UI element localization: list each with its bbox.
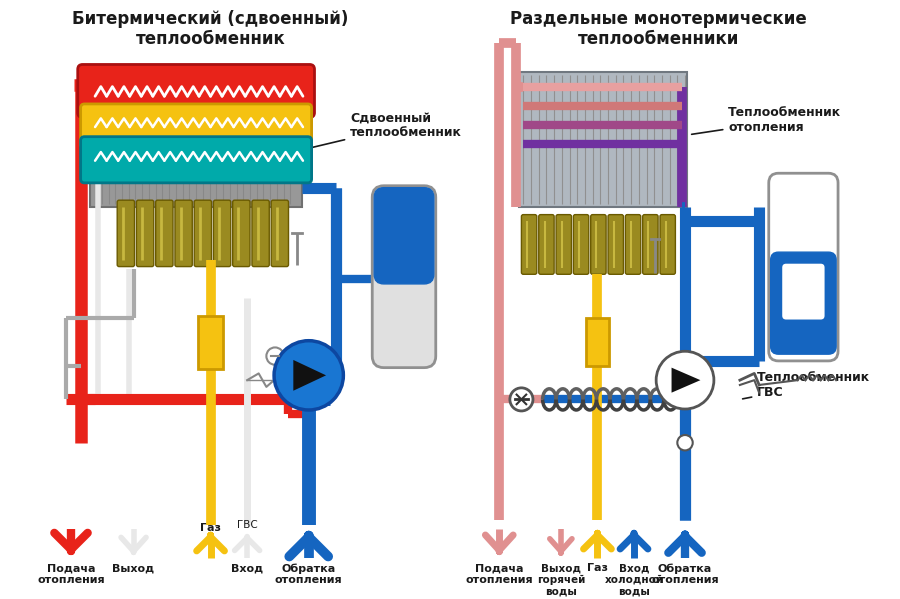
FancyBboxPatch shape xyxy=(271,200,289,267)
Text: Битермический (сдвоенный)
теплообменник: Битермический (сдвоенный) теплообменник xyxy=(72,10,348,49)
Text: Вход: Вход xyxy=(231,563,263,573)
FancyBboxPatch shape xyxy=(233,200,250,267)
FancyBboxPatch shape xyxy=(770,252,836,354)
Text: Выход
горячей
воды: Выход горячей воды xyxy=(536,563,585,597)
Circle shape xyxy=(678,435,693,450)
FancyBboxPatch shape xyxy=(643,214,658,274)
FancyBboxPatch shape xyxy=(81,137,311,183)
Circle shape xyxy=(510,388,533,411)
FancyBboxPatch shape xyxy=(81,104,311,148)
Text: Теплообменник
отопления: Теплообменник отопления xyxy=(691,106,842,134)
FancyBboxPatch shape xyxy=(252,200,269,267)
Text: Вход
холодной
воды: Вход холодной воды xyxy=(605,563,663,596)
FancyBboxPatch shape xyxy=(77,65,314,117)
FancyBboxPatch shape xyxy=(608,214,624,274)
Circle shape xyxy=(656,351,714,409)
Text: ГВС: ГВС xyxy=(237,520,257,530)
FancyBboxPatch shape xyxy=(374,187,434,284)
Text: Подача
отопления: Подача отопления xyxy=(37,563,104,585)
FancyBboxPatch shape xyxy=(213,200,230,267)
Polygon shape xyxy=(293,360,326,391)
Text: Обратка
отопления: Обратка отопления xyxy=(652,563,719,585)
Bar xyxy=(518,72,687,207)
FancyBboxPatch shape xyxy=(660,214,675,274)
Text: Раздельные монотермические
теплообменники: Раздельные монотермические теплообменник… xyxy=(509,10,806,49)
FancyBboxPatch shape xyxy=(769,173,838,361)
Text: Обратка
отопления: Обратка отопления xyxy=(274,563,343,585)
FancyBboxPatch shape xyxy=(373,186,436,368)
Bar xyxy=(586,317,609,366)
FancyBboxPatch shape xyxy=(539,214,554,274)
Circle shape xyxy=(274,341,344,410)
FancyBboxPatch shape xyxy=(521,214,536,274)
Text: Газ: Газ xyxy=(587,563,608,573)
Text: Газ: Газ xyxy=(200,522,221,533)
FancyBboxPatch shape xyxy=(175,200,193,267)
Text: Сдвоенный
теплообменник: Сдвоенный теплообменник xyxy=(308,111,462,149)
Text: Выход: Выход xyxy=(112,563,155,573)
FancyBboxPatch shape xyxy=(626,214,641,274)
Circle shape xyxy=(266,347,284,365)
FancyBboxPatch shape xyxy=(117,200,134,267)
Bar xyxy=(198,316,223,368)
FancyBboxPatch shape xyxy=(137,200,154,267)
FancyBboxPatch shape xyxy=(782,264,824,319)
Text: Подача
отопления: Подача отопления xyxy=(465,563,533,585)
FancyBboxPatch shape xyxy=(573,214,589,274)
FancyBboxPatch shape xyxy=(156,200,173,267)
FancyBboxPatch shape xyxy=(194,200,212,267)
Text: Теплообменник
ГВС: Теплообменник ГВС xyxy=(742,371,870,399)
Polygon shape xyxy=(671,368,700,393)
FancyBboxPatch shape xyxy=(556,214,572,274)
Bar xyxy=(90,77,302,207)
FancyBboxPatch shape xyxy=(590,214,606,274)
